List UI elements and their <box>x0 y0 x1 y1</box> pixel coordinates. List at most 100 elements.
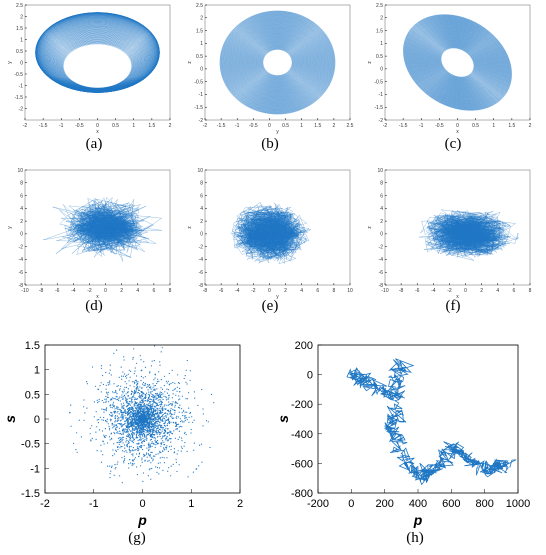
scatter-point <box>138 448 140 450</box>
scatter-point <box>133 416 135 418</box>
x-tick-label: 0 <box>139 498 145 510</box>
scatter-point <box>168 434 171 436</box>
scatter-point <box>143 436 146 438</box>
scatter-point <box>110 419 112 421</box>
x-tick-label: 2 <box>169 123 172 129</box>
y-tick-label: 0 <box>34 414 40 426</box>
scatter-point <box>135 390 137 392</box>
scatter-point <box>153 379 155 381</box>
y-tick-label: -2 <box>19 244 24 250</box>
scatter-point <box>192 421 194 423</box>
scatter-point <box>167 428 169 430</box>
scatter-point <box>110 470 112 472</box>
scatter-point <box>179 398 181 400</box>
scatter-point <box>147 431 149 434</box>
scatter-point <box>132 427 134 429</box>
scatter-point <box>110 420 112 422</box>
scatter-point <box>140 492 142 493</box>
scatter-point <box>153 428 155 430</box>
scatter-point <box>157 418 159 420</box>
scatter-point <box>137 409 139 411</box>
scatter-point <box>143 415 145 417</box>
scatter-point <box>143 418 145 420</box>
y-tick-label: 1.5 <box>376 28 383 34</box>
scatter-point <box>137 443 139 445</box>
scatter-point <box>127 408 129 410</box>
scatter-point <box>149 408 151 411</box>
scatter-point <box>162 407 164 409</box>
scatter-point <box>169 430 171 432</box>
scatter-point <box>144 419 146 421</box>
scatter-point <box>105 407 107 409</box>
scatter-point <box>157 408 159 410</box>
x-tick-label: 1.5 <box>508 123 515 129</box>
scatter-point <box>147 393 149 395</box>
scatter-point <box>124 375 127 377</box>
scatter-point <box>120 415 122 417</box>
scatter-point <box>150 365 152 367</box>
scatter-point <box>166 409 169 412</box>
scatter-point <box>150 433 152 435</box>
scatter-point <box>187 476 189 478</box>
scatter-point <box>123 459 126 461</box>
scatter-point <box>156 382 158 385</box>
scatter-point <box>164 429 167 431</box>
trajectory-line <box>230 202 312 265</box>
scatter-point <box>163 441 165 443</box>
scatter-point <box>112 403 114 405</box>
scatter-point <box>109 427 111 429</box>
scatter-point <box>140 417 142 419</box>
scatter-point <box>111 465 113 467</box>
scatter-point <box>181 437 183 439</box>
scatter-point <box>135 375 138 377</box>
scatter-point <box>198 465 200 467</box>
scatter-point <box>101 430 104 432</box>
y-tick-label: -2 <box>379 244 384 250</box>
scatter-point <box>125 441 127 443</box>
scatter-point <box>130 450 132 452</box>
scatter-point <box>152 399 154 402</box>
x-axis-label: x <box>456 294 459 300</box>
scatter-point <box>136 418 139 420</box>
scatter-point <box>115 426 117 428</box>
scatter-point <box>134 391 136 393</box>
scatter-point <box>171 432 173 434</box>
scatter-point <box>144 426 146 428</box>
scatter-point <box>148 447 150 449</box>
scatter-point <box>210 393 213 395</box>
scatter-point <box>145 453 147 455</box>
y-tick-label: 0 <box>380 232 383 238</box>
scatter-point <box>171 414 173 416</box>
x-tick-label: 2 <box>480 288 483 294</box>
scatter-point <box>131 412 133 414</box>
scatter-point <box>174 412 176 414</box>
scatter-point <box>158 401 160 403</box>
scatter-point <box>116 412 118 414</box>
scatter-point <box>145 406 147 408</box>
scatter-point <box>159 462 161 464</box>
scatter-point <box>98 398 100 401</box>
scatter-point <box>129 407 131 409</box>
scatter-point <box>114 418 116 420</box>
scatter-point <box>169 413 171 415</box>
scatter-point <box>160 438 162 440</box>
scatter-point <box>140 422 142 424</box>
scatter-point <box>160 404 162 406</box>
scatter-point <box>165 380 167 382</box>
scatter-point <box>160 351 162 353</box>
scatter-point <box>151 403 153 405</box>
scatter-point <box>84 412 86 414</box>
scatter-point <box>149 417 151 419</box>
scatter-point <box>148 391 150 393</box>
x-tick-label: 0 <box>348 498 354 510</box>
x-tick-label: 6 <box>152 288 155 294</box>
y-tick-label: 1 <box>200 41 203 47</box>
scatter-point <box>154 409 156 411</box>
scatter-point <box>119 430 121 432</box>
scatter-point <box>151 390 153 392</box>
scatter-point <box>125 406 127 408</box>
scatter-point <box>127 418 129 420</box>
y-tick-label: -400 <box>291 429 313 441</box>
scatter-point <box>111 466 113 469</box>
scatter-point <box>168 422 171 425</box>
